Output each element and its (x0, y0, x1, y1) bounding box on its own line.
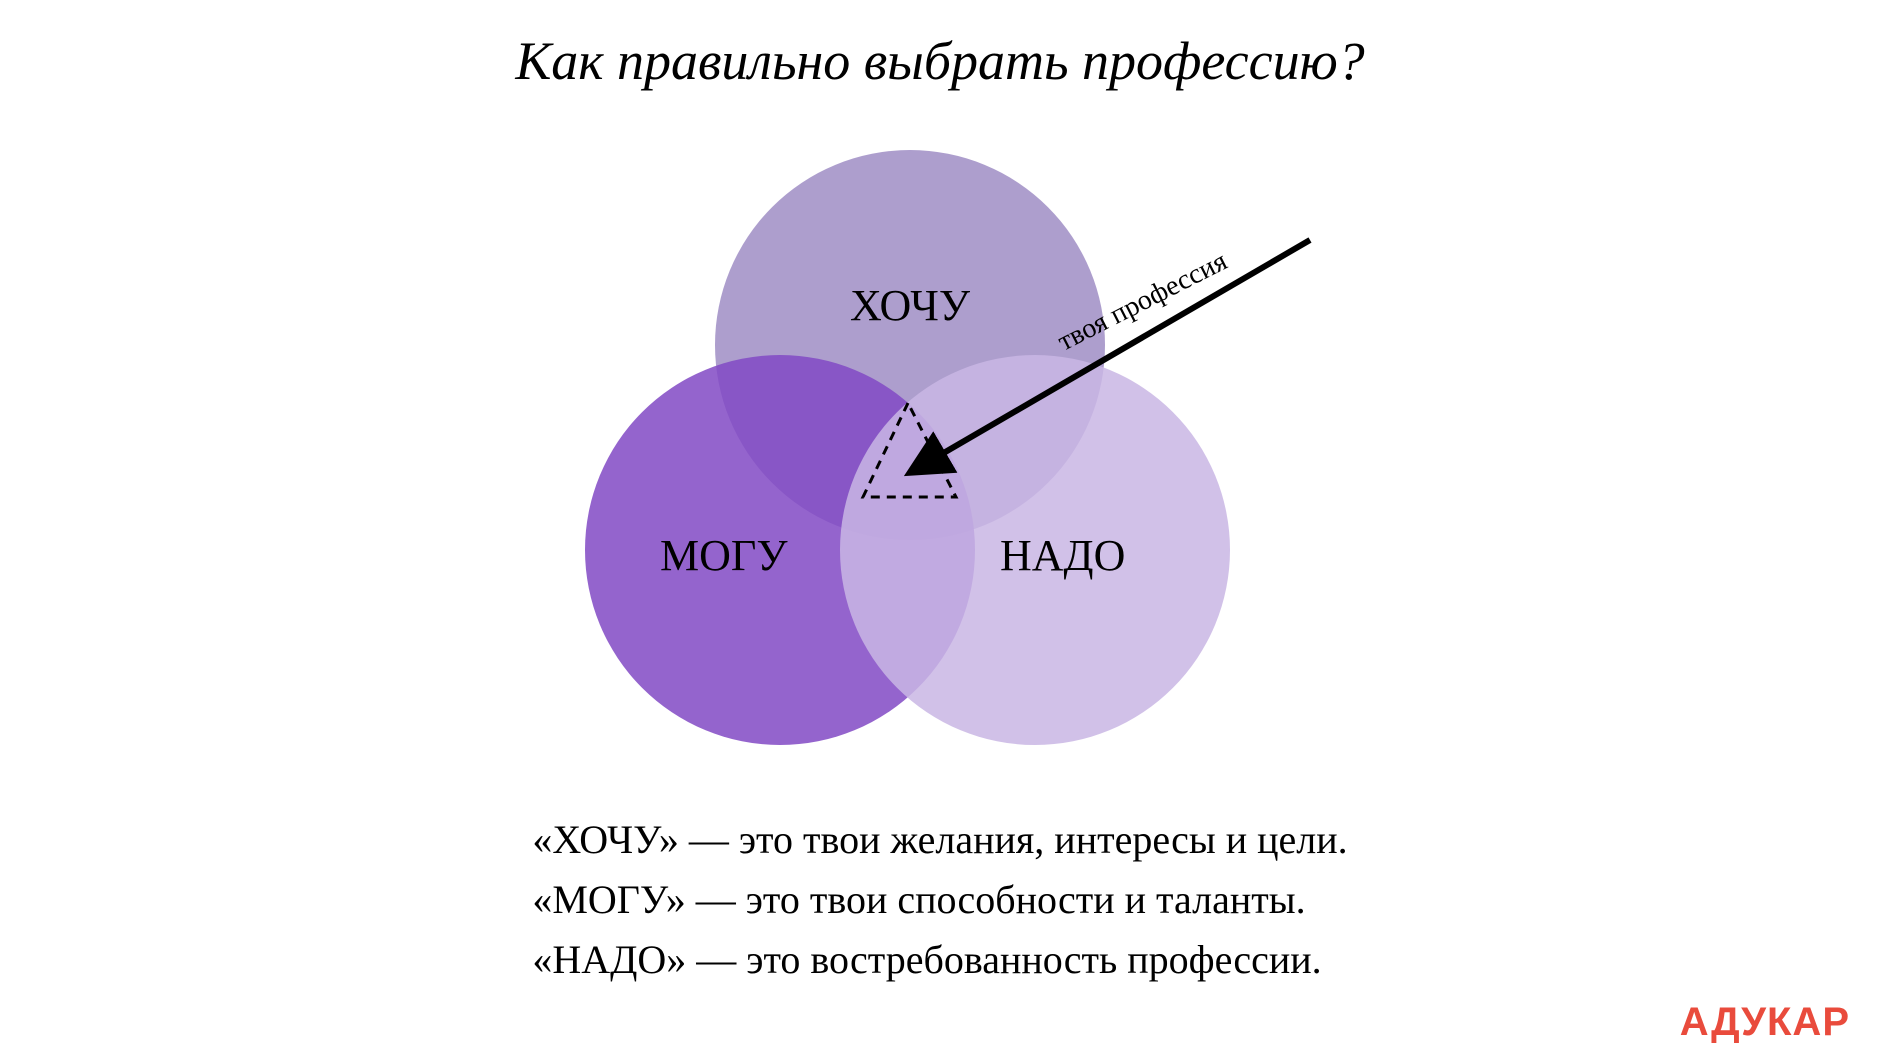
circle-label-top: ХОЧУ (850, 280, 970, 331)
definition-line: «ХОЧУ» — это твои желания, интересы и це… (532, 810, 1347, 870)
definitions-block: «ХОЧУ» — это твои желания, интересы и це… (532, 810, 1347, 990)
page-title: Как правильно выбрать профессию? (515, 30, 1364, 92)
circle-label-right: НАДО (1000, 530, 1125, 581)
watermark-logo: АДУКАР (1680, 1000, 1850, 1045)
definition-line: «МОГУ» — это твои способности и таланты. (532, 870, 1347, 930)
circle-label-left: МОГУ (660, 530, 788, 581)
venn-svg (490, 150, 1390, 790)
definition-line: «НАДО» — это востребованность профессии. (532, 930, 1347, 990)
venn-diagram: ХОЧУМОГУНАДО твоя профессия (490, 150, 1390, 790)
